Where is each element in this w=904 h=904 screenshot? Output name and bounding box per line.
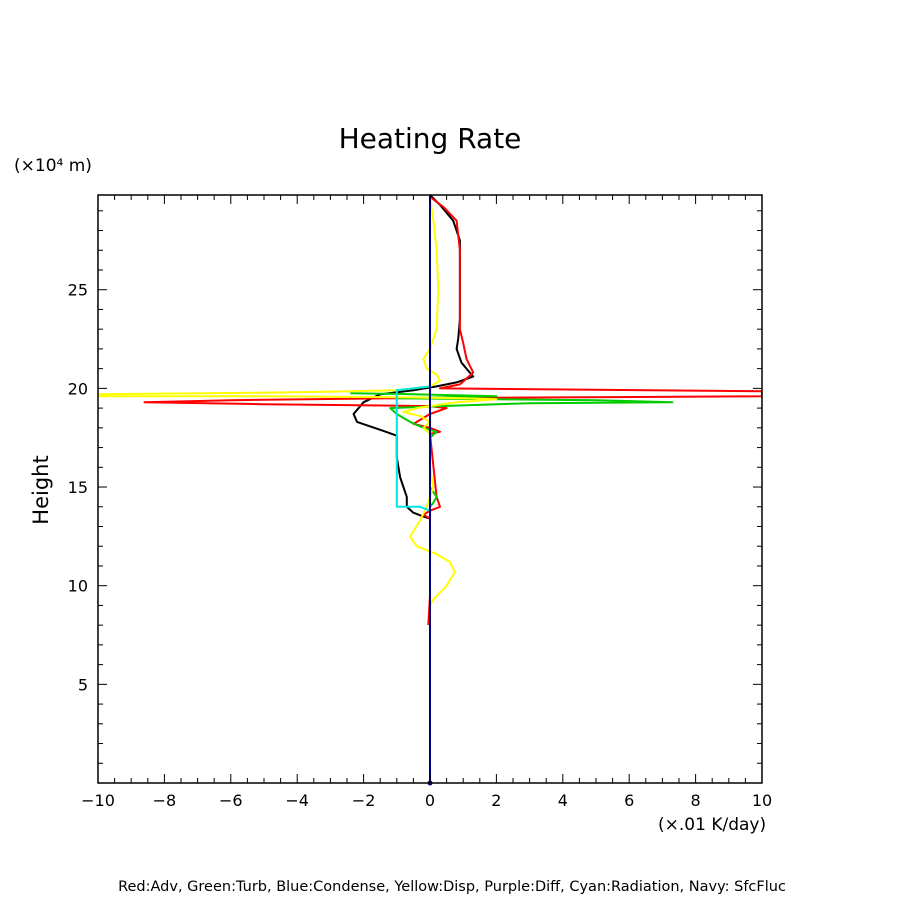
chart-title: Heating Rate: [339, 122, 522, 155]
x-tick-label: −10: [81, 791, 115, 810]
y-tick-label: 25: [68, 281, 88, 300]
plot-lines: [98, 195, 762, 786]
x-tick-label: 6: [624, 791, 634, 810]
y-tick-label: 5: [78, 675, 88, 694]
legend-text: Red:Adv, Green:Turb, Blue:Condense, Yell…: [118, 879, 786, 895]
x-tick-label: −8: [153, 791, 177, 810]
x-tick-label: 10: [752, 791, 772, 810]
x-axis-ticks: −10 −8 −6 −4 −2 0 2 4 6 8 10: [81, 195, 772, 810]
y-unit-label: (×10⁴ m): [14, 156, 92, 176]
x-tick-label: −2: [352, 791, 376, 810]
series-line-black: [352, 195, 475, 520]
series-line-red: [143, 196, 762, 626]
y-tick-label: 10: [68, 577, 88, 596]
x-tick-label: −6: [219, 791, 243, 810]
y-axis-label: Height: [29, 455, 53, 524]
series-line-cyan: [395, 385, 431, 512]
series-line-yellow: [98, 196, 498, 606]
x-tick-label: 8: [691, 791, 701, 810]
x-tick-label: −4: [285, 791, 309, 810]
y-tick-label: 15: [68, 478, 88, 497]
series-line-green: [350, 392, 674, 508]
y-tick-label: 20: [68, 379, 88, 398]
x-tick-label: 2: [491, 791, 501, 810]
x-tick-label: 4: [558, 791, 568, 810]
x-unit-label: (×.01 K/day): [658, 815, 766, 835]
y-axis-ticks: 5 10 15 20 25: [68, 210, 762, 764]
x-tick-label: 0: [425, 791, 435, 810]
